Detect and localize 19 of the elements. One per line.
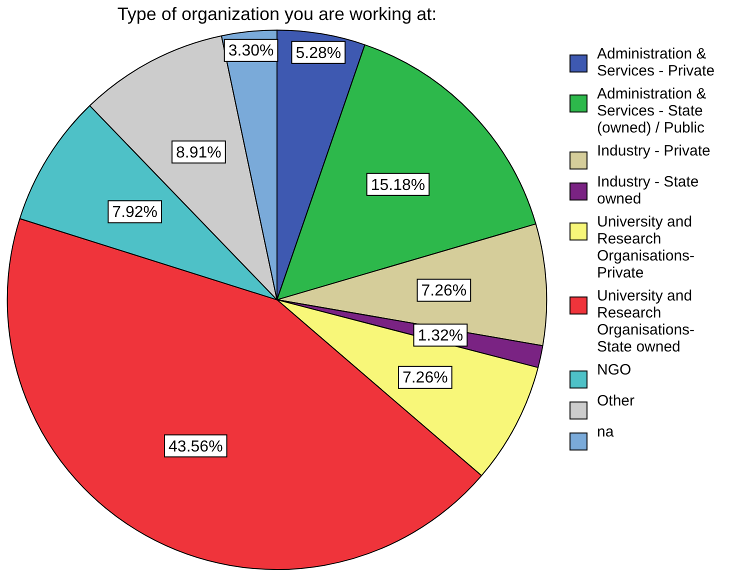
legend-label: Administration & Services - Private	[597, 46, 715, 80]
data-label: 5.28%	[296, 44, 342, 62]
legend-label: University and Research Organisations- Private	[597, 214, 695, 282]
legend-label: Industry - Private	[597, 142, 710, 160]
legend-label: Other	[597, 392, 635, 410]
data-label: 7.26%	[421, 282, 467, 300]
data-label: 3.30%	[228, 42, 274, 60]
legend-label: Administration & Services - State (owned) / Public	[597, 86, 706, 137]
legend-label: Industry - State owned	[597, 174, 699, 208]
data-label: 15.18%	[370, 176, 426, 194]
data-label: 8.91%	[176, 144, 222, 162]
data-label: 7.92%	[112, 204, 158, 222]
data-label: 1.32%	[418, 327, 464, 344]
chart-title: Type of organization you are working at:	[117, 4, 437, 24]
data-label: 7.26%	[402, 370, 448, 387]
legend-label: NGO	[597, 362, 632, 379]
legend-label: na	[597, 424, 614, 441]
legend-label: University and Research Organisations- State owned	[597, 288, 695, 356]
data-label: 43.56%	[168, 438, 223, 456]
